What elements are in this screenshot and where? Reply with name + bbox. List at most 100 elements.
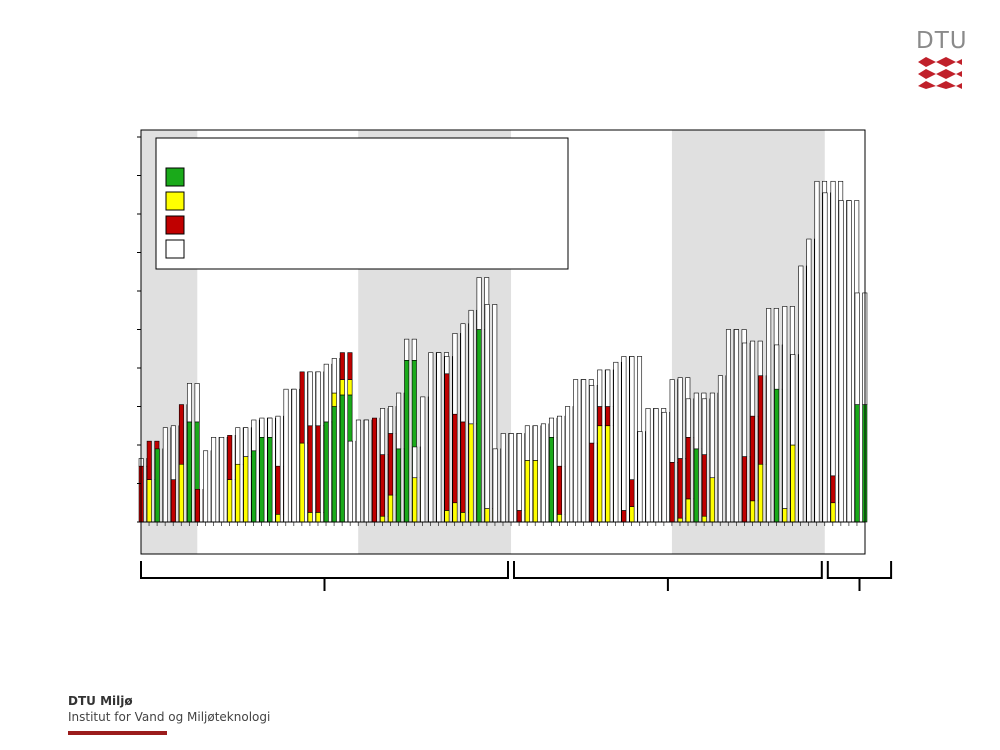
bar-87-seg-3-left	[838, 200, 844, 523]
bar-31-seg-2-left	[388, 433, 394, 496]
bar-58-seg-3-left	[605, 369, 611, 407]
bar-50-seg-3-left	[540, 423, 546, 523]
bar-33-seg-0-left	[404, 359, 410, 523]
bar-51-seg-3-left	[548, 417, 554, 438]
bar-83-seg-3-left	[806, 238, 812, 523]
bar-84-seg-3-left	[814, 180, 820, 523]
bar-62-seg-3-left	[637, 431, 643, 523]
bar-53-seg-3-left	[565, 406, 571, 523]
bar-17-seg-2-left	[275, 465, 281, 515]
bar-66-seg-2-left	[669, 462, 675, 523]
bar-42-seg-0-left	[476, 329, 482, 523]
bar-9-seg-3-left	[211, 436, 217, 523]
bar-1-seg-1-left	[146, 479, 152, 523]
bar-48-seg-1-left	[524, 460, 530, 523]
bar-33-seg-3-left	[404, 338, 410, 361]
bar-20-seg-2-left	[299, 371, 305, 444]
bar-88-seg-3-left	[846, 200, 852, 523]
bar-20-seg-1-left	[299, 442, 305, 523]
bar-28-seg-3-left	[363, 419, 369, 523]
bar-75-seg-3-left	[742, 342, 748, 457]
bar-37-seg-3-left	[436, 352, 442, 523]
bar-5-seg-2-left	[178, 404, 184, 465]
bar-48-seg-3-left	[524, 425, 530, 461]
bar-76-seg-3-left	[750, 340, 756, 417]
bar-76-seg-1-left	[750, 500, 756, 523]
bar-77-seg-1-left	[758, 463, 764, 523]
bar-70-seg-2-left	[701, 454, 707, 517]
bar-43-seg-1-left	[484, 508, 490, 523]
bar-51-seg-0-left	[548, 436, 554, 523]
bar-61-seg-3-left	[629, 356, 635, 480]
bar-70-seg-3-left	[701, 398, 707, 455]
bar-56-seg-2-left	[589, 442, 595, 523]
bar-68-seg-1-left	[685, 498, 691, 523]
bar-54-seg-3-left	[573, 379, 579, 523]
bar-11-seg-2-left	[227, 435, 233, 480]
bar-13-seg-3-left	[243, 427, 249, 457]
bar-57-seg-1-left	[597, 425, 603, 523]
bar-10-seg-3-left	[219, 436, 225, 523]
bar-49-seg-1-left	[532, 460, 538, 523]
bar-15-seg-3-left	[259, 417, 265, 438]
stacked-bar-chart	[137, 129, 893, 591]
bar-22-seg-2-left	[315, 425, 321, 513]
bar-82-seg-3-left	[798, 265, 804, 523]
bar-86-seg-3-left	[830, 180, 836, 477]
bar-25-seg-2-left	[339, 352, 345, 380]
bar-76-seg-2-left	[750, 415, 756, 502]
bar-67-seg-1-left	[677, 517, 683, 523]
bar-24-seg-0-left	[331, 406, 337, 523]
bar-46-seg-3-left	[508, 433, 514, 523]
legend-swatch-2	[165, 215, 185, 235]
bar-21-seg-2-left	[307, 425, 313, 513]
bar-6-seg-3-right	[194, 383, 200, 423]
bar-70-seg-1-left	[701, 515, 707, 523]
bar-75-seg-2-left	[742, 456, 748, 523]
bar-22-seg-1-left	[315, 512, 321, 523]
bar-68-seg-2-left	[685, 436, 691, 500]
bar-66-seg-3-left	[669, 379, 675, 463]
bar-13-seg-1-left	[243, 456, 249, 523]
bar-23-seg-0-left	[323, 421, 329, 523]
group-bracket-2	[826, 561, 893, 579]
bar-59-seg-3-left	[613, 361, 619, 523]
bar-25-seg-1-right	[347, 379, 353, 396]
bar-25-seg-2-right	[347, 352, 353, 380]
bar-73-seg-3-left	[725, 329, 731, 523]
bar-71-seg-3-left	[709, 392, 715, 479]
bar-45-seg-3-left	[500, 433, 506, 523]
footer-accent-bar	[68, 731, 167, 735]
bar-40-seg-2-left	[460, 421, 466, 513]
bar-31-seg-1-left	[388, 494, 394, 523]
bar-74-seg-3-left	[734, 329, 740, 523]
bar-69-seg-3-left	[693, 392, 699, 450]
legend-box	[155, 137, 569, 270]
bar-81-seg-3-left	[790, 354, 796, 446]
bar-38-seg-3-left	[444, 356, 450, 375]
bar-60-seg-3-left	[621, 356, 627, 511]
bar-67-seg-2-left	[677, 458, 683, 519]
bar-23-seg-3-left	[323, 363, 329, 423]
bar-57-seg-2-left	[597, 406, 603, 427]
bar-16-seg-3-left	[267, 417, 273, 438]
bar-78-seg-3-left	[766, 308, 772, 523]
bar-71-seg-1-left	[709, 477, 715, 523]
bar-25-seg-0-left	[339, 394, 345, 523]
bar-58-seg-2-left	[605, 406, 611, 427]
bar-32-seg-0-left	[396, 448, 402, 523]
bar-14-seg-0-left	[251, 450, 257, 523]
bar-52-seg-3-left	[557, 415, 563, 467]
bar-69-seg-0-left	[693, 448, 699, 523]
bar-89-seg-0-left	[854, 404, 860, 523]
bar-41-seg-1-left	[468, 423, 474, 523]
bar-64-seg-3-left	[653, 408, 659, 523]
bar-79-seg-0-left	[774, 388, 780, 523]
bar-79-seg-3-left	[774, 344, 780, 390]
bar-12-seg-3-left	[235, 427, 241, 465]
bar-40-seg-3-left	[460, 323, 466, 423]
legend-swatch-3	[165, 239, 185, 259]
bar-77-seg-2-left	[758, 375, 764, 465]
bar-39-seg-3-left	[452, 333, 458, 415]
bar-39-seg-1-left	[452, 502, 458, 523]
